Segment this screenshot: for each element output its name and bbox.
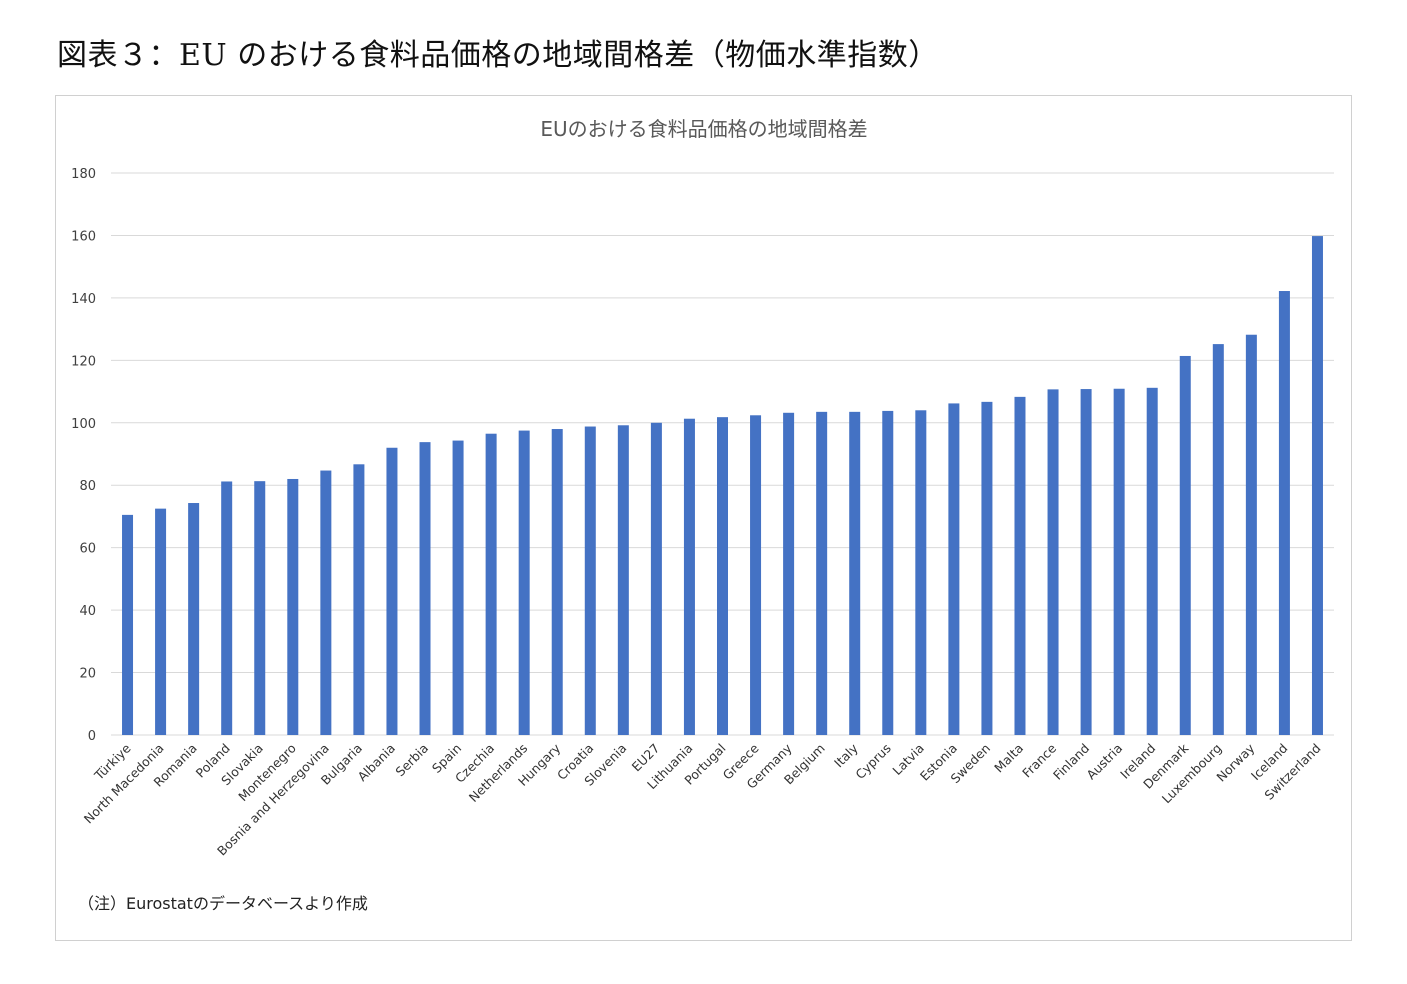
bar: [155, 508, 167, 735]
bar: [882, 410, 894, 735]
y-tick-label: 80: [79, 479, 96, 494]
y-tick-label: 160: [71, 229, 96, 244]
bar: [981, 401, 993, 735]
bar: [683, 418, 695, 735]
bar: [617, 425, 629, 735]
bar: [353, 464, 365, 735]
bar: [188, 503, 200, 735]
x-category-label: Austria: [1083, 741, 1125, 783]
source-note: （注）Eurostatのデータベースより作成: [78, 894, 368, 913]
y-tick-label: 140: [71, 292, 96, 307]
bar: [948, 403, 960, 735]
chart-area: EUのおける食料品価格の地域間格差 0 20 40 60 80 100 120 140 160 1…: [55, 95, 1352, 941]
bar: [1014, 396, 1026, 735]
bar: [1278, 291, 1290, 735]
bar: [485, 433, 497, 735]
bar-chart: EUのおける食料品価格の地域間格差 0 20 40 60 80 100 120 140 160 1…: [71, 117, 1334, 858]
bar: [1047, 389, 1059, 735]
figure-title: 図表３：EU のおける食料品価格の地域間格差（物価水準指数）: [57, 38, 939, 73]
bar: [122, 514, 134, 735]
bar: [419, 442, 431, 735]
y-tick-label: 60: [79, 542, 96, 557]
bar: [1212, 344, 1224, 735]
y-axis-ticks: 0 20 40 60 80 100 120 140 160 180: [71, 167, 96, 744]
x-category-label: Cyprus: [852, 741, 893, 782]
bar: [650, 422, 662, 735]
bar: [750, 415, 762, 735]
bar: [551, 429, 563, 735]
bar: [1311, 236, 1323, 735]
bar: [717, 417, 728, 735]
y-tick-label: 100: [71, 417, 96, 432]
x-category-label: Serbia: [392, 741, 431, 780]
y-tick-label: 20: [79, 667, 96, 682]
y-tick-label: 180: [71, 167, 96, 182]
bar: [518, 430, 530, 735]
bar: [1080, 389, 1092, 735]
bar: [783, 412, 795, 735]
bar: [1179, 355, 1191, 735]
bar: [1113, 388, 1125, 735]
bar: [1245, 334, 1257, 735]
bar: [849, 411, 861, 735]
bar: [221, 481, 233, 735]
x-category-label: Albania: [354, 741, 398, 785]
bar: [287, 478, 299, 735]
x-category-label: Finland: [1050, 741, 1092, 783]
y-tick-label: 0: [88, 729, 96, 744]
bar: [584, 426, 596, 735]
chart-title: EUのおける食料品価格の地域間格差: [540, 117, 867, 141]
bar: [320, 470, 332, 735]
y-tick-label: 120: [71, 354, 96, 369]
bar: [452, 440, 464, 735]
bar: [254, 481, 266, 735]
bar: [386, 447, 398, 735]
bar: [816, 411, 828, 735]
bar: [1146, 387, 1158, 735]
bar: [915, 410, 927, 735]
bars: [122, 236, 1323, 735]
y-tick-label: 40: [79, 604, 96, 619]
